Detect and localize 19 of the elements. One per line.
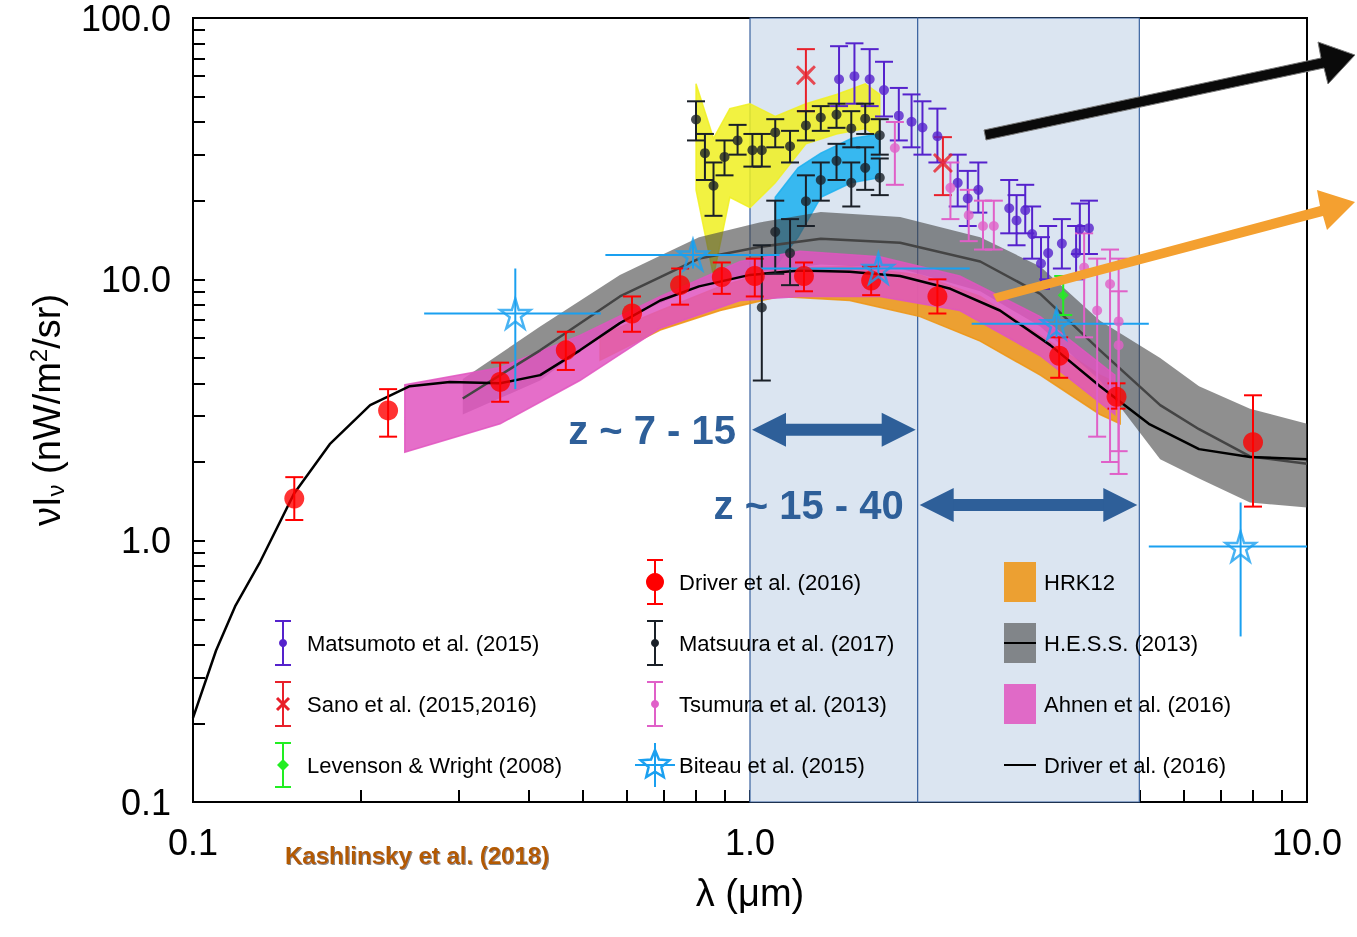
- legend-label: Sano et al. (2015,2016): [307, 691, 537, 717]
- x-tick-label: 0.1: [167, 821, 219, 863]
- x-tick-label: 1.0: [724, 821, 776, 863]
- x-axis-title: λ (μm): [695, 872, 805, 914]
- y-tick-label: 0.1: [120, 781, 171, 823]
- y-tick-label: 100.0: [80, 0, 171, 39]
- legend-label: HRK12: [1044, 569, 1115, 595]
- y-tick-label: 10.0: [100, 258, 171, 300]
- legend-label: Levenson & Wright (2008): [307, 752, 563, 778]
- band-label: z ~ 7 - 15: [568, 407, 736, 452]
- legend-label: Tsumura et al. (2013): [679, 691, 887, 717]
- text: Kashlinsky et al. (2018): [285, 841, 550, 869]
- x-tick-label: 10.0: [1271, 821, 1343, 863]
- legend-label: Biteau et al. (2015): [679, 752, 865, 778]
- y-axis-title: νIν (nW/m2/sr): [24, 293, 69, 527]
- legend-label: Driver et al. (2016): [679, 569, 862, 595]
- legend-label: Matsumoto et al. (2015): [307, 630, 540, 656]
- legend-label: Matsuura et al. (2017): [679, 630, 895, 656]
- y-tick-label: 1.0: [120, 520, 171, 562]
